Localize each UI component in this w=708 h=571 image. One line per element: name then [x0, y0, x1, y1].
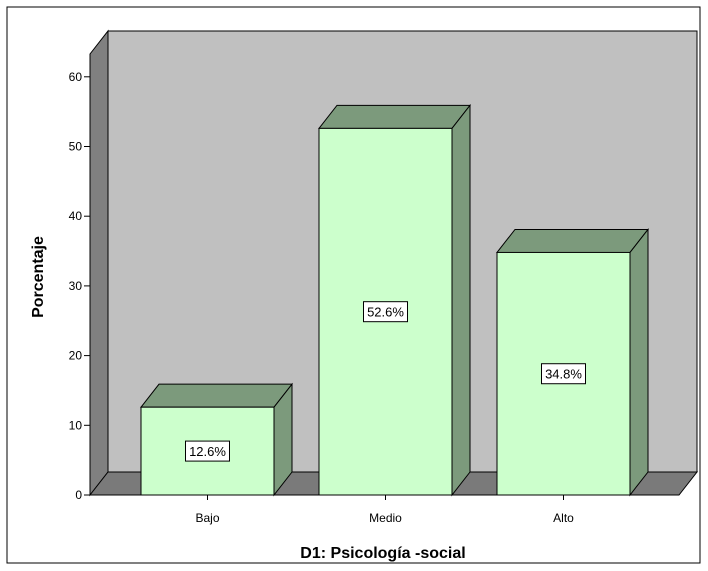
y-tick-label: 40	[69, 209, 83, 223]
bar-top-face	[317, 104, 472, 129]
bar-top-face	[495, 228, 650, 253]
x-tick-label: Bajo	[195, 511, 219, 525]
y-tick-label: 60	[69, 70, 83, 84]
y-tick-label: 30	[69, 279, 83, 293]
y-axis: 0 10 20 30 40 50 60	[69, 54, 91, 502]
bar-alto: 34.8%	[495, 227, 650, 497]
x-axis-title: D1: Psicología -social	[300, 545, 465, 562]
y-tick-label: 10	[69, 418, 83, 432]
data-label: 34.8%	[545, 367, 582, 382]
bar-side-face	[451, 103, 471, 497]
x-tick-label: Medio	[369, 511, 402, 525]
x-axis-ticks: Bajo Medio Alto	[195, 495, 574, 525]
bar-medio: 52.6%	[317, 103, 472, 497]
y-axis-title: Porcentaje	[30, 236, 47, 318]
y-tick-label: 0	[75, 488, 82, 502]
bar-bajo: 12.6%	[139, 382, 294, 497]
left-wall	[89, 29, 109, 497]
bar-top-face	[139, 383, 294, 408]
x-tick-label: Alto	[553, 511, 574, 525]
data-label-box	[541, 363, 586, 385]
data-label-box	[185, 440, 230, 462]
data-label: 52.6%	[367, 305, 404, 320]
chart-frame	[6, 6, 701, 564]
y-tick-label: 20	[69, 349, 83, 363]
bar-side-face	[629, 227, 649, 497]
data-label-box	[363, 301, 408, 323]
data-label: 12.6%	[189, 444, 226, 459]
y-tick-label: 50	[69, 140, 83, 154]
bars-group: 12.6% 52.6% 34.8%	[139, 103, 650, 497]
